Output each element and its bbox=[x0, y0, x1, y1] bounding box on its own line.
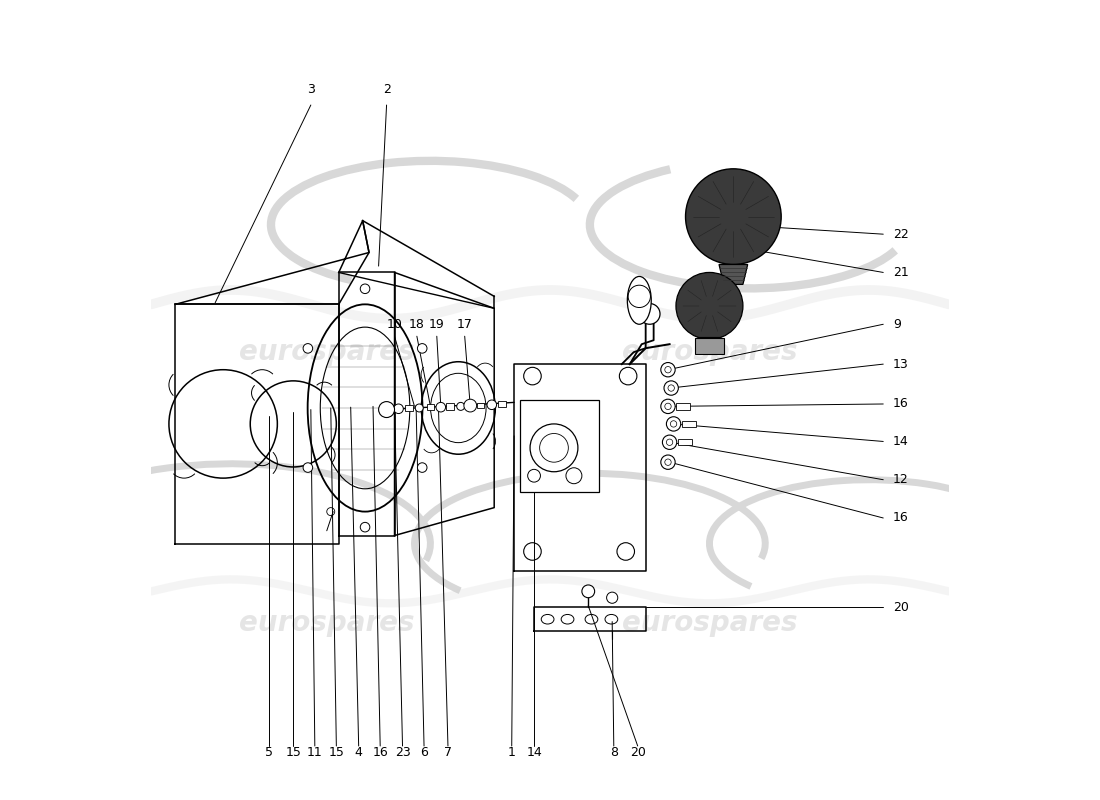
Text: 20: 20 bbox=[893, 601, 909, 614]
Bar bbox=[676, 403, 691, 410]
Text: 23: 23 bbox=[395, 746, 410, 759]
Circle shape bbox=[667, 417, 681, 431]
Circle shape bbox=[378, 402, 395, 418]
Bar bbox=[682, 421, 696, 427]
Text: 14: 14 bbox=[526, 746, 542, 759]
Ellipse shape bbox=[627, 277, 651, 324]
Circle shape bbox=[394, 404, 404, 414]
Text: 6: 6 bbox=[420, 746, 428, 759]
Circle shape bbox=[565, 468, 582, 484]
Text: 4: 4 bbox=[354, 746, 363, 759]
Text: 20: 20 bbox=[630, 746, 646, 759]
Circle shape bbox=[417, 343, 427, 353]
Text: 1: 1 bbox=[508, 746, 516, 759]
Text: 16: 16 bbox=[372, 746, 388, 759]
Text: 13: 13 bbox=[893, 358, 909, 370]
Text: 15: 15 bbox=[329, 746, 344, 759]
Circle shape bbox=[661, 399, 675, 414]
Text: eurospares: eurospares bbox=[239, 610, 415, 638]
Circle shape bbox=[416, 404, 424, 412]
Text: 3: 3 bbox=[307, 82, 315, 95]
Bar bbox=[519, 400, 600, 492]
Text: 2: 2 bbox=[383, 82, 390, 95]
Bar bbox=[405, 405, 412, 411]
Bar bbox=[695, 338, 724, 354]
Circle shape bbox=[664, 381, 679, 395]
Text: eurospares: eurospares bbox=[621, 610, 797, 638]
Circle shape bbox=[582, 585, 595, 598]
Text: 5: 5 bbox=[265, 746, 274, 759]
Circle shape bbox=[456, 402, 464, 410]
Circle shape bbox=[417, 462, 427, 472]
Circle shape bbox=[661, 455, 675, 470]
Bar bbox=[678, 439, 692, 446]
Text: 9: 9 bbox=[893, 318, 901, 330]
Text: 11: 11 bbox=[307, 746, 322, 759]
Circle shape bbox=[685, 169, 781, 265]
Circle shape bbox=[436, 402, 446, 412]
Circle shape bbox=[487, 400, 496, 410]
Circle shape bbox=[304, 343, 312, 353]
Text: 18: 18 bbox=[409, 318, 425, 330]
Circle shape bbox=[676, 273, 742, 339]
Text: 14: 14 bbox=[893, 435, 909, 448]
Circle shape bbox=[464, 399, 476, 412]
Text: 19: 19 bbox=[429, 318, 444, 330]
Text: 16: 16 bbox=[893, 511, 909, 525]
Text: 8: 8 bbox=[609, 746, 618, 759]
Text: 21: 21 bbox=[893, 266, 909, 279]
Bar bbox=[477, 402, 484, 408]
Circle shape bbox=[304, 462, 312, 472]
Circle shape bbox=[361, 284, 370, 294]
Text: 22: 22 bbox=[893, 228, 909, 241]
Bar bbox=[498, 401, 506, 407]
Text: 10: 10 bbox=[386, 318, 403, 330]
Polygon shape bbox=[719, 265, 748, 285]
Circle shape bbox=[661, 362, 675, 377]
Circle shape bbox=[528, 470, 540, 482]
Circle shape bbox=[639, 303, 660, 324]
Text: 16: 16 bbox=[893, 398, 909, 410]
Text: 12: 12 bbox=[893, 474, 909, 486]
Circle shape bbox=[361, 522, 370, 532]
Circle shape bbox=[662, 435, 676, 450]
Text: 17: 17 bbox=[456, 318, 473, 330]
Text: 7: 7 bbox=[444, 746, 452, 759]
Circle shape bbox=[606, 592, 618, 603]
Bar bbox=[447, 403, 454, 410]
Text: eurospares: eurospares bbox=[239, 338, 415, 366]
Text: 15: 15 bbox=[285, 746, 301, 759]
Bar bbox=[427, 404, 433, 410]
Text: eurospares: eurospares bbox=[621, 338, 797, 366]
